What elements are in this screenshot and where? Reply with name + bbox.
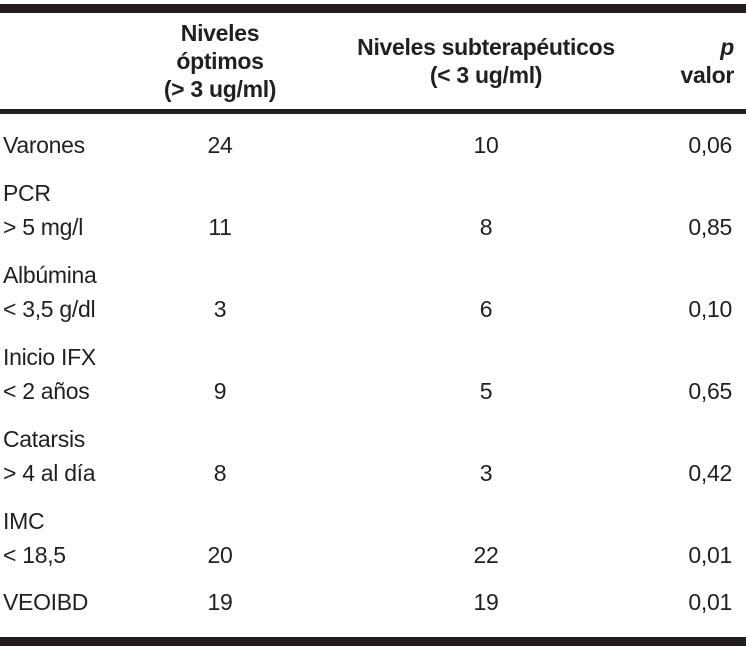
pvalue-cell: 0,65 [688, 378, 732, 404]
comparison-table: Niveles óptimos (> 3 ug/ml) Niveles subt… [0, 13, 746, 619]
subterapeuticos-value-cell: 22 [473, 542, 499, 568]
row-label-line2: < 18,5 [3, 542, 66, 568]
table-header: Niveles óptimos (> 3 ug/ml) Niveles subt… [0, 13, 746, 114]
bottom-rule [0, 637, 746, 646]
row-label-cell: PCR > 5 mg/l [0, 162, 140, 244]
subterapeuticos-value-cell: 6 [479, 296, 493, 322]
row-label-line1: Inicio IFX [3, 344, 96, 370]
row-label-line2: < 3,5 g/dl [3, 296, 96, 322]
header-cell-subterapeuticos: Niveles subterapéuticos (< 3 ug/ml) [300, 13, 672, 114]
pvalue-cell: 0,01 [688, 542, 732, 568]
table-row: Varones 24 10 0,06 [0, 112, 746, 163]
row-label-line2: > 4 al día [3, 460, 96, 486]
row-label-line1: PCR [3, 180, 51, 206]
table-row: PCR > 5 mg/l 11 8 0,85 [0, 162, 746, 244]
header-optimos-line1: Niveles óptimos [176, 20, 264, 74]
row-label-cell: Catarsis > 4 al día [0, 408, 140, 490]
pvalue-cell: 0,42 [688, 460, 732, 486]
pvalue-cell: 0,85 [688, 214, 732, 240]
optimos-value-cell: 11 [208, 214, 232, 240]
optimos-value-cell: 3 [213, 296, 227, 322]
header-row: Niveles óptimos (> 3 ug/ml) Niveles subt… [0, 13, 746, 114]
row-label-cell: IMC < 18,5 [0, 490, 140, 572]
header-subter-line1: Niveles subterapéuticos [357, 34, 615, 60]
row-label-line2: > 5 mg/l [3, 214, 84, 240]
pvalue-cell: 0,01 [688, 589, 732, 615]
optimos-value-cell: 24 [207, 132, 233, 158]
row-label-cell: Varones [0, 112, 140, 163]
top-rule [0, 4, 746, 13]
row-label-line1: Catarsis [3, 426, 85, 452]
header-cell-rowlabel [0, 13, 140, 114]
row-label-line1: IMC [3, 508, 45, 534]
optimos-value-cell: 8 [213, 460, 227, 486]
header-optimos-line2: (> 3 ug/ml) [163, 76, 277, 102]
pvalue-cell: 0,06 [688, 132, 732, 158]
row-label-cell: Inicio IFX < 2 años [0, 326, 140, 408]
header-p-symbol: p [720, 34, 734, 60]
row-label-line1: Varones [3, 132, 85, 158]
subterapeuticos-value-cell: 3 [479, 460, 493, 486]
optimos-value-cell: 9 [213, 378, 227, 404]
table-row: Albúmina < 3,5 g/dl 3 6 0,10 [0, 244, 746, 326]
row-label-line1: VEOIBD [3, 589, 89, 615]
header-cell-pvalue: p valor [672, 13, 746, 114]
optimos-value-cell: 19 [207, 589, 233, 615]
row-label-line1: Albúmina [3, 262, 97, 288]
table-row: Inicio IFX < 2 años 9 5 0,65 [0, 326, 746, 408]
table-row: Catarsis > 4 al día 8 3 0,42 [0, 408, 746, 490]
subterapeuticos-value-cell: 8 [479, 214, 493, 240]
row-label-cell: VEOIBD [0, 572, 140, 619]
row-label-cell: Albúmina < 3,5 g/dl [0, 244, 140, 326]
pvalue-cell: 0,10 [688, 296, 732, 322]
header-subter-line2: (< 3 ug/ml) [429, 62, 543, 88]
subterapeuticos-value-cell: 5 [479, 378, 493, 404]
optimos-value-cell: 20 [207, 542, 233, 568]
header-cell-optimos: Niveles óptimos (> 3 ug/ml) [140, 13, 300, 114]
table-row: IMC < 18,5 20 22 0,01 [0, 490, 746, 572]
subterapeuticos-value-cell: 10 [473, 132, 499, 158]
table-body: Varones 24 10 0,06 PCR > 5 mg/l 11 8 0,8… [0, 112, 746, 620]
table-row: VEOIBD 19 19 0,01 [0, 572, 746, 619]
header-p-word: valor [680, 62, 735, 88]
subterapeuticos-value-cell: 19 [473, 589, 499, 615]
row-label-line2: < 2 años [3, 378, 90, 404]
